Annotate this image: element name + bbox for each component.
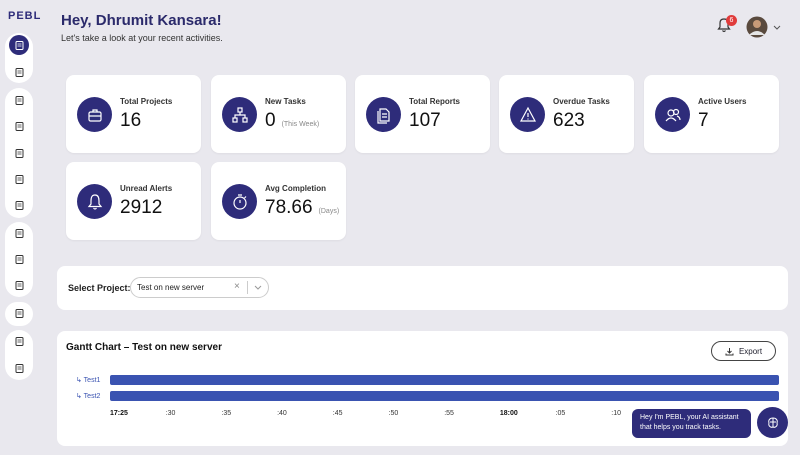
stat-icon: [366, 97, 401, 132]
time-label: :55: [444, 410, 454, 417]
time-label: :40: [277, 410, 287, 417]
time-label: 17:25: [110, 410, 128, 417]
sidebar-item[interactable]: [9, 223, 29, 243]
stat-card[interactable]: Overdue Tasks 623: [499, 75, 634, 153]
stat-note: (Days): [318, 208, 340, 215]
stat-label: New Tasks: [265, 97, 306, 106]
stat-value-row: 2912: [120, 197, 162, 219]
stat-label: Total Reports: [409, 97, 460, 106]
time-label: :35: [221, 410, 232, 417]
sidebar-item[interactable]: [9, 358, 29, 378]
assistant-message: Hey I'm PEBL, your AI assistant that hel…: [632, 409, 751, 438]
stat-value-row: 78.66 (Days): [265, 197, 339, 219]
sidebar-item[interactable]: [9, 35, 29, 55]
clear-button[interactable]: ×: [234, 281, 240, 292]
stat-card[interactable]: Unread Alerts 2912: [66, 162, 201, 240]
stat-value: 623: [553, 110, 585, 131]
stat-value-row: 0 (This Week): [265, 110, 319, 132]
sidebar-item[interactable]: [9, 143, 29, 163]
stat-value: 0: [265, 110, 276, 131]
time-label: 18:00: [499, 410, 518, 417]
sidebar-group: [5, 302, 33, 326]
project-select[interactable]: Test on new server ×: [130, 277, 269, 298]
stat-card[interactable]: Total Projects 16: [66, 75, 201, 153]
sidebar-item[interactable]: [9, 303, 29, 323]
stat-icon: [77, 97, 112, 132]
notification-badge: 6: [726, 15, 737, 26]
sidebar-item[interactable]: [9, 169, 29, 189]
greeting: Hey, Dhrumit Kansara!: [61, 12, 222, 29]
stat-value-row: 107: [409, 110, 441, 132]
stat-icon: [510, 97, 545, 132]
stat-card[interactable]: New Tasks 0 (This Week): [211, 75, 346, 153]
stat-label: Active Users: [698, 97, 747, 106]
assistant-icon: [767, 416, 778, 428]
stat-value-row: 623: [553, 110, 585, 132]
time-label: :50: [388, 410, 399, 417]
sidebar-item[interactable]: [9, 62, 29, 82]
divider: [247, 281, 248, 294]
dropdown-arrow[interactable]: [254, 285, 262, 291]
time-label: :10: [611, 410, 622, 417]
stat-value: 2912: [120, 197, 163, 218]
stat-value-row: 7: [698, 110, 709, 132]
gantt-bar[interactable]: [110, 391, 779, 401]
gantt-title: Gantt Chart – Test on new server: [66, 342, 222, 353]
export-button[interactable]: Export: [711, 341, 776, 361]
sidebar-item[interactable]: [9, 275, 29, 295]
stat-card[interactable]: Total Reports 107: [355, 75, 490, 153]
avatar[interactable]: [746, 16, 782, 38]
stat-label: Overdue Tasks: [553, 97, 610, 106]
gantt-bar[interactable]: [110, 375, 779, 385]
stat-value-row: 16: [120, 110, 141, 132]
stat-label: Avg Completion: [265, 184, 327, 193]
select-value: Test on new server: [137, 283, 205, 292]
stat-value: 16: [120, 110, 142, 131]
select-label: Select Project:: [68, 283, 131, 293]
assistant-button[interactable]: [757, 407, 788, 438]
sidebar-item[interactable]: [9, 331, 29, 351]
sidebar-item[interactable]: [9, 90, 29, 110]
sidebar-item[interactable]: [9, 116, 29, 136]
logo[interactable]: PEBL: [8, 10, 42, 22]
export-label: Export: [738, 346, 763, 356]
stat-icon: [222, 184, 257, 219]
stat-value: 7: [698, 110, 709, 131]
stat-icon: [77, 184, 112, 219]
sidebar-group: [5, 88, 33, 218]
greeting-subtitle: Let's take a look at your recent activit…: [61, 33, 223, 43]
stat-value: 107: [409, 110, 441, 131]
time-label: :05: [555, 410, 566, 417]
gantt-row-label[interactable]: ↳ Test1: [76, 377, 101, 384]
time-label: :30: [165, 410, 176, 417]
stat-label: Total Projects: [120, 97, 173, 106]
sidebar-item[interactable]: [9, 195, 29, 215]
gantt-row-label[interactable]: ↳ Test2: [76, 393, 101, 400]
sidebar-item[interactable]: [9, 249, 29, 269]
stat-icon: [655, 97, 690, 132]
stat-label: Unread Alerts: [120, 184, 173, 193]
export-icon: [725, 347, 734, 355]
stat-value: 78.66: [265, 197, 313, 218]
time-label: :45: [332, 410, 343, 417]
stat-icon: [222, 97, 257, 132]
stat-card[interactable]: Active Users 7: [644, 75, 779, 153]
stat-card[interactable]: Avg Completion 78.66 (Days): [211, 162, 346, 240]
stat-note: (This Week): [281, 121, 320, 128]
